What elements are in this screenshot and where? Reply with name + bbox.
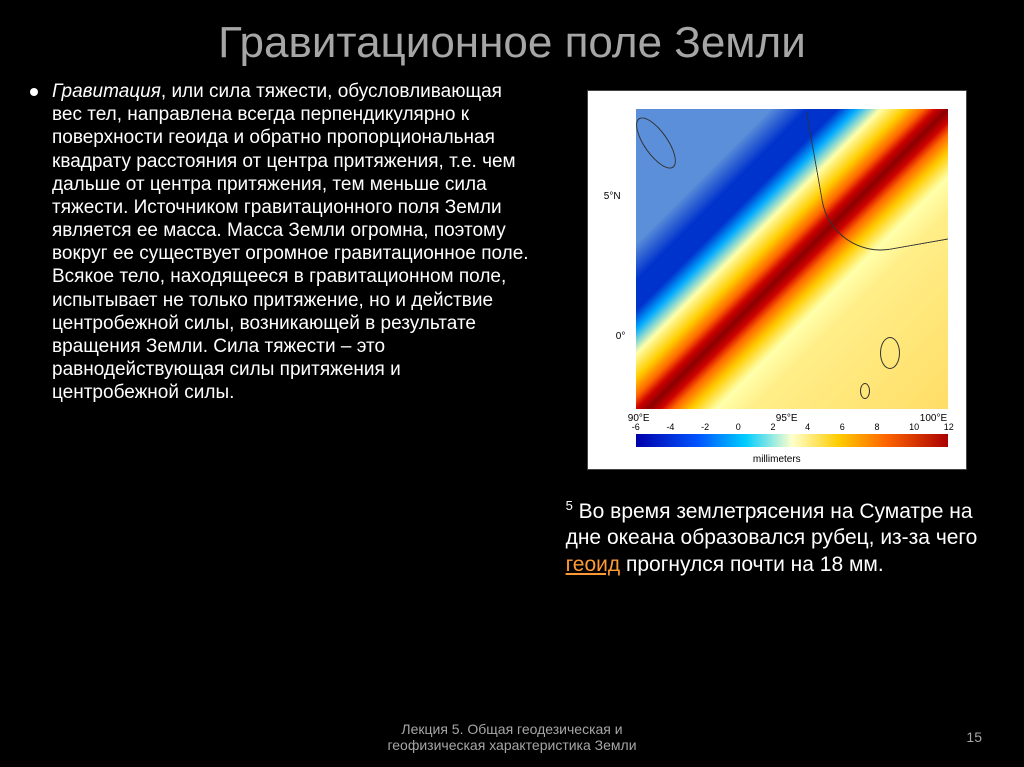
caption-text: прогнулся почти на 18 мм.: [620, 553, 884, 576]
body-text: Гравитация, или сила тяжести, обусловлив…: [52, 80, 530, 404]
right-column: 5°N 0° 90°E 95°E 100°E -6-4-2024681012 m…: [560, 80, 994, 578]
colorbar: [636, 434, 948, 447]
island-outline: [636, 112, 683, 175]
content-area: Гравитация, или сила тяжести, обусловлив…: [0, 80, 1024, 578]
y-tick-label: 5°N: [604, 191, 621, 202]
footnote-marker: 5: [566, 498, 573, 513]
chart-plot-area: [636, 109, 948, 409]
colorbar-tick: 12: [944, 422, 954, 432]
geoid-chart: 5°N 0° 90°E 95°E 100°E -6-4-2024681012 m…: [587, 90, 967, 470]
slide-title: Гравитационное поле Земли: [0, 0, 1024, 80]
colorbar-tick: -2: [701, 422, 709, 432]
colorbar-tick: 10: [909, 422, 919, 432]
coastline-outline: [806, 109, 948, 260]
footer-text: Лекция 5. Общая геодезическая игеофизиче…: [0, 721, 1024, 753]
colorbar-tick: 4: [805, 422, 810, 432]
colorbar-tick: 8: [874, 422, 879, 432]
island-outline: [880, 337, 900, 369]
caption-text: Во время землетрясения на Суматре на дне…: [566, 500, 978, 549]
colorbar-label: millimeters: [753, 454, 801, 465]
x-tick-label: 95°E: [776, 413, 798, 424]
island-outline: [860, 383, 870, 399]
colorbar-tick: -4: [666, 422, 674, 432]
geoid-link[interactable]: геоид: [566, 553, 621, 576]
page-number: 15: [966, 729, 982, 745]
figure-caption: 5 Во время землетрясения на Суматре на д…: [560, 498, 994, 578]
colorbar-tick: 2: [770, 422, 775, 432]
colorbar-tick: 0: [736, 422, 741, 432]
colorbar-tick: -6: [632, 422, 640, 432]
colorbar-tick: 6: [840, 422, 845, 432]
bullet-item: Гравитация, или сила тяжести, обусловлив…: [30, 80, 530, 404]
left-column: Гравитация, или сила тяжести, обусловлив…: [30, 80, 530, 578]
y-tick-label: 0°: [616, 331, 626, 342]
bullet-icon: [30, 88, 38, 96]
